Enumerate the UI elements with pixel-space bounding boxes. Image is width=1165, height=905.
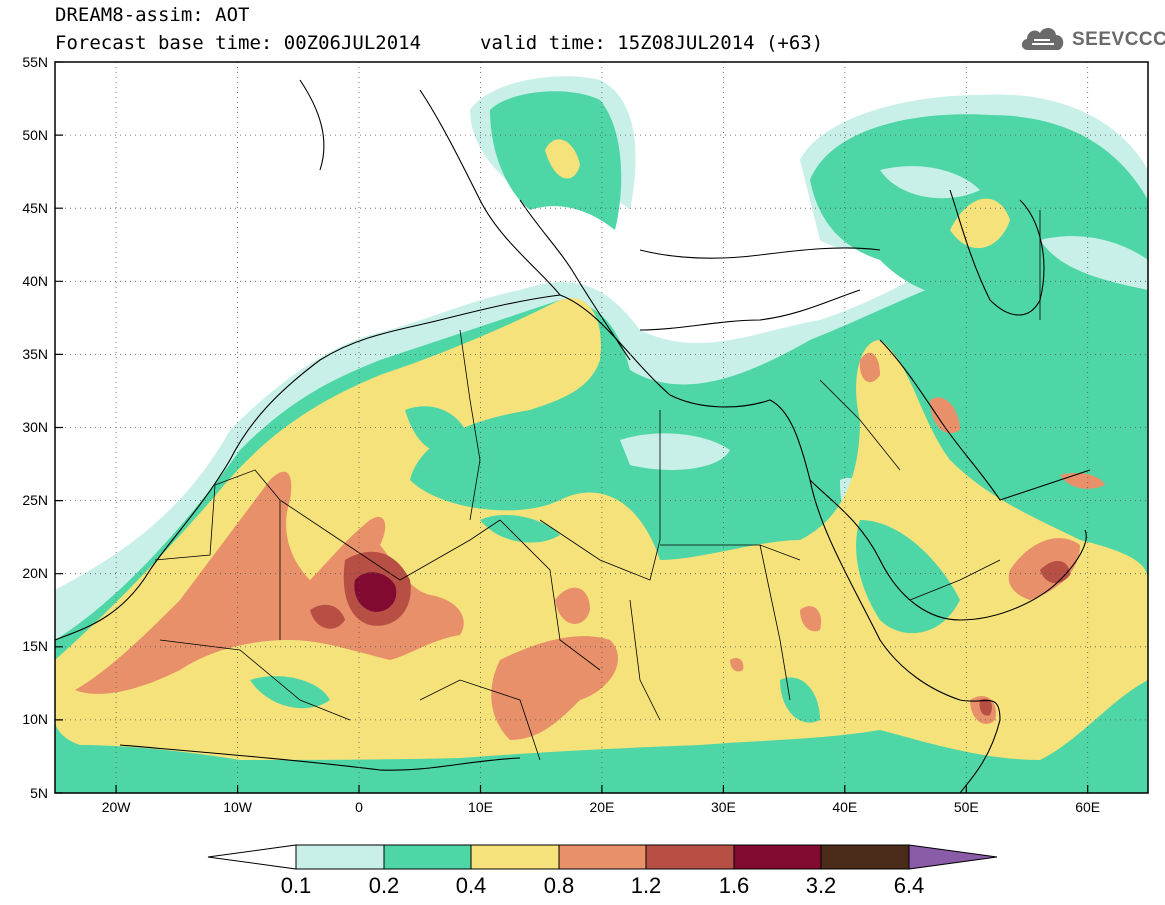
lon-label: 50E bbox=[954, 799, 979, 815]
cloud-icon bbox=[1021, 27, 1064, 50]
lat-label: 15N bbox=[22, 638, 48, 654]
colorbar-label: 1.6 bbox=[719, 873, 750, 898]
forecast-base-time: Forecast base time: 00Z06JUL2014 bbox=[55, 32, 422, 54]
colorbar-swatch bbox=[558, 844, 647, 870]
lat-label: 55N bbox=[22, 54, 48, 70]
colorbar-swatch bbox=[820, 844, 910, 870]
borders bbox=[154, 210, 1041, 761]
lat-label: 30N bbox=[22, 419, 48, 435]
colorbar-swatch bbox=[207, 844, 297, 870]
colorbar-label: 3.2 bbox=[806, 873, 837, 898]
lat-label: 35N bbox=[22, 346, 48, 362]
lat-label: 25N bbox=[22, 492, 48, 508]
lon-label: 20E bbox=[589, 799, 614, 815]
colorbar-label: 0.2 bbox=[369, 873, 400, 898]
seevccc-logo: SEEVCCC bbox=[1018, 22, 1165, 56]
lon-label: 30E bbox=[711, 799, 736, 815]
map-title: DREAM8-assim: AOT bbox=[55, 4, 250, 26]
colorbar bbox=[207, 844, 998, 870]
aot-field bbox=[55, 62, 1148, 793]
lon-label: 0 bbox=[355, 799, 363, 815]
colorbar-label: 0.4 bbox=[456, 873, 487, 898]
lat-label: 20N bbox=[22, 565, 48, 581]
lon-label: 60E bbox=[1075, 799, 1100, 815]
valid-time: valid time: 15Z08JUL2014 (+63) bbox=[480, 32, 824, 54]
lat-label: 40N bbox=[22, 273, 48, 289]
lat-label: 50N bbox=[22, 127, 48, 143]
logo-text: SEEVCCC bbox=[1072, 29, 1165, 50]
coastlines bbox=[55, 79, 1091, 793]
colorbar-label: 1.2 bbox=[631, 873, 662, 898]
colorbar-swatch bbox=[645, 844, 735, 870]
colorbar-swatch bbox=[733, 844, 822, 870]
colorbar-swatch bbox=[470, 844, 560, 870]
colorbar-label: 0.1 bbox=[281, 873, 312, 898]
lat-label: 5N bbox=[30, 785, 48, 801]
lat-label: 10N bbox=[22, 711, 48, 727]
lon-label: 10W bbox=[223, 799, 253, 815]
colorbar-swatch bbox=[908, 844, 998, 870]
colorbar-label: 6.4 bbox=[894, 873, 925, 898]
lon-label: 40E bbox=[832, 799, 857, 815]
lon-label: 10E bbox=[468, 799, 493, 815]
colorbar-swatch bbox=[383, 844, 472, 870]
colorbar-swatch bbox=[295, 844, 385, 870]
lon-label: 20W bbox=[102, 799, 132, 815]
lat-label: 45N bbox=[22, 200, 48, 216]
colorbar-label: 0.8 bbox=[544, 873, 575, 898]
